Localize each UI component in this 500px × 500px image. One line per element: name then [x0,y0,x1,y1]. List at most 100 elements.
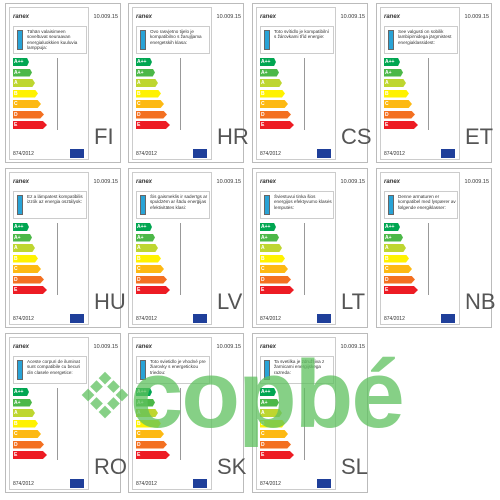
energy-class-bar: E [13,121,47,129]
energy-class-bar: D [13,275,44,284]
energy-class-bar: E [13,451,47,459]
eu-flag [70,149,84,158]
energy-class-bar: C [136,265,164,273]
energy-class-bar: C [13,265,41,273]
compatibility-text: Šviestuvui tinka šios energijos efektyvu… [274,194,332,210]
energy-label-card: ranex 10.009.15 Šis gaismeklis ir saderīgs… [128,168,244,328]
energy-class-bar: A+ [136,233,155,242]
energy-label: ranex 10.009.15 Šis gaismeklis ir saderīgs… [132,172,241,325]
lamp-icon [264,360,270,380]
energy-class-bar: D [260,275,291,284]
energy-class-bar: A+ [260,233,279,242]
bracket [177,223,181,295]
compatibility-text: Aceste corpuri de iluminat sunt compatib… [27,359,81,375]
bracket [301,223,305,295]
compatibility-text: Denne armaturen er kompatibel med lyspær… [398,194,456,210]
compatibility-text: Toto svietidlo je vhodné pre žiarovky s … [150,359,206,375]
bracket [425,223,429,295]
energy-class-bar: A [260,79,282,87]
energy-class-bar: C [384,100,412,108]
energy-class-bar: B [260,89,285,98]
energy-class-bar: A++ [13,58,29,66]
compatibility-text: Šis gaismeklis ir saderīgs ar spuldzēm a… [150,194,208,210]
model-number: 10.009.15 [93,14,118,20]
eu-flag [193,149,207,158]
brand: ranex [384,14,401,20]
model-number: 10.009.15 [216,179,241,185]
energy-class-bar: A+ [260,68,279,77]
bracket [54,58,58,130]
text-box: Aceste corpuri de iluminat sunt compatib… [13,356,87,384]
energy-class-bar: A [136,244,158,252]
eu-flag [70,314,84,323]
energy-class-bar: C [260,265,288,273]
model-number: 10.009.15 [340,14,365,20]
energy-class-bar: A++ [13,223,29,231]
lamp-icon [17,360,23,380]
energy-class-bar: E [13,286,47,294]
energy-class-bar: D [260,110,291,119]
brand: ranex [384,179,401,185]
language-code: FI [94,124,114,149]
bracket [301,388,305,460]
model-number: 10.009.15 [93,344,118,350]
language-code: HR [217,124,249,149]
energy-class-bar: B [260,254,285,263]
energy-class-bar: C [136,100,164,108]
energy-class-bar: A++ [136,58,152,66]
model-number: 10.009.15 [340,179,365,185]
energy-label: ranex 10.009.15 Toto svietidlo je vhodné p… [132,337,241,490]
lamp-icon [140,30,146,50]
text-box: See valgusti on sobilik lambipirnidega j… [384,26,458,54]
energy-class-bar: A++ [136,223,152,231]
energy-label: ranex 10.009.15 Ez a lámpatest kompatibili… [9,172,118,325]
language-code: LT [341,289,366,314]
compatibility-text: See valgusti on sobilik lambipirnidega j… [398,29,452,45]
energy-label: ranex 10.009.15 See valgusti on sobilik la… [380,7,489,160]
brand: ranex [136,179,153,185]
brand: ranex [13,14,30,20]
energy-label-card: ranex 10.009.15 Ez a lámpatest kompatibili… [5,168,126,328]
eu-flag [441,314,455,323]
lamp-icon [388,30,394,50]
text-box: Toto svietidlo je vhodné pre žiarovky s … [136,356,210,384]
lamp-icon [388,195,394,215]
eu-flag [193,479,207,488]
energy-class-bar: E [136,451,170,459]
energy-class-bar: A++ [136,388,152,396]
energy-class-bar: E [384,121,418,129]
energy-class-bar: A [13,409,35,417]
model-number: 10.009.15 [464,14,489,20]
energy-class-bar: B [13,254,38,263]
energy-class-bar: A+ [260,398,279,407]
energy-class-bar: A [136,409,158,417]
energy-class-bar: E [136,286,170,294]
text-box: Ta svetilka je združljiva z žarnicami en… [260,356,334,384]
energy-class-bar: B [260,419,285,428]
energy-label: ranex 10.009.15 Šviestuvui tinka šios ener… [256,172,365,325]
lamp-icon [17,195,23,215]
lamp-icon [140,195,146,215]
energy-class-bar: E [260,121,294,129]
energy-label-card: ranex 10.009.15 Toto svietidlo je vhodné p… [128,333,246,493]
energy-class-bar: E [260,286,294,294]
energy-class-bar: A++ [260,223,276,231]
energy-class-bar: A [13,244,35,252]
text-box: Tähän valaisimeen soveltuvat seuraavan e… [13,26,87,54]
bracket [177,58,181,130]
energy-class-bar: A+ [13,398,32,407]
brand: ranex [260,344,277,350]
energy-class-bar: A+ [13,233,32,242]
regulation: 874/2012 [136,316,157,322]
energy-class-bar: B [13,419,38,428]
energy-label: ranex 10.009.15 Ovo rasvjetno tijelo je ko… [132,7,241,160]
energy-class-bar: C [260,430,288,438]
watermark: copbé [130,341,405,448]
text-box: Šis gaismeklis ir saderīgs ar spuldzēm a… [136,191,210,219]
brand: ranex [260,14,277,20]
compatibility-text: Ta svetilka je združljiva z žarnicami en… [274,359,325,375]
energy-label: ranex 10.009.15 Toto svítidlo je kompatibi… [256,7,365,160]
energy-label-card: ranex 10.009.15 Šviestuvui tinka šios ener… [252,168,368,328]
energy-class-bar: D [136,440,167,449]
brand: ranex [136,14,153,20]
